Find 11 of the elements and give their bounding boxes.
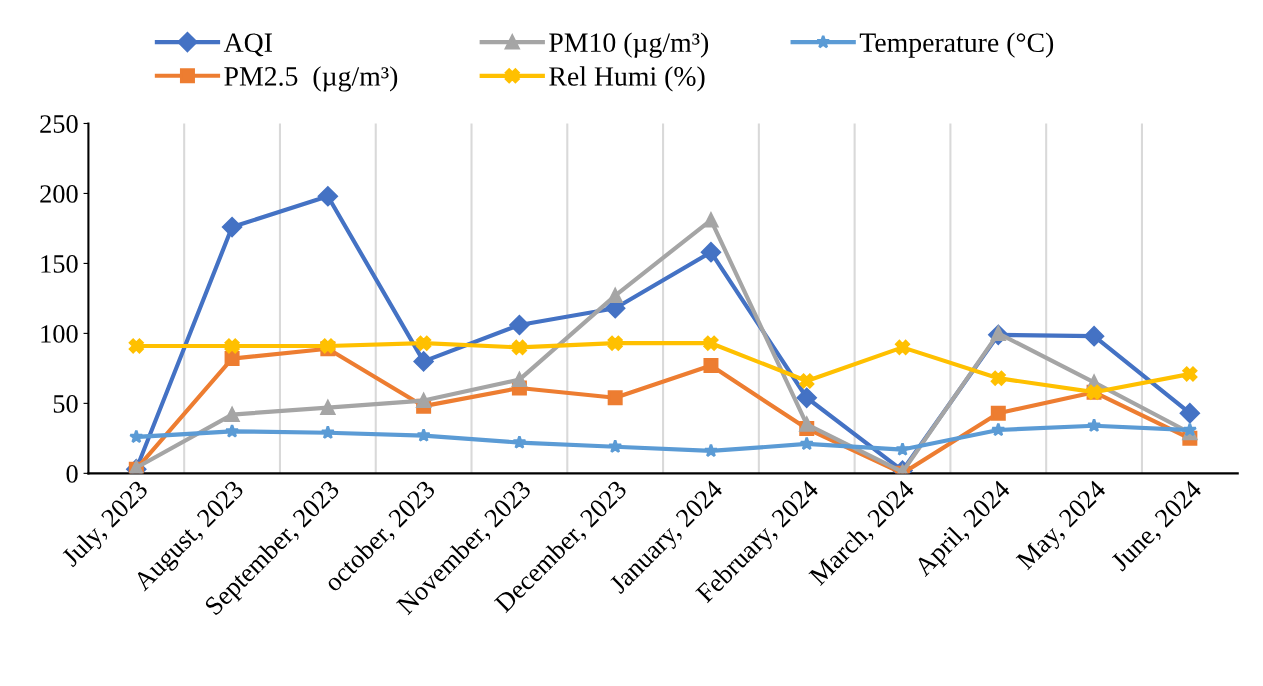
y-tick-label: 200	[40, 185, 78, 203]
legend-label: PM10 (µg/m³)	[549, 32, 709, 58]
y-tick-label: 100	[41, 325, 78, 343]
legend-label: Rel Humi (%)	[549, 66, 705, 92]
y-tick-label: 50	[53, 394, 78, 413]
y-tick-label: 150	[41, 255, 78, 273]
y-tick-label: 0	[66, 464, 78, 483]
legend-label: PM2.5 (µg/m³)	[224, 66, 398, 92]
y-tick-label: 250	[40, 115, 78, 133]
legend-label: AQI	[223, 33, 272, 57]
legend-label: Temperature (°C)	[859, 32, 1054, 58]
